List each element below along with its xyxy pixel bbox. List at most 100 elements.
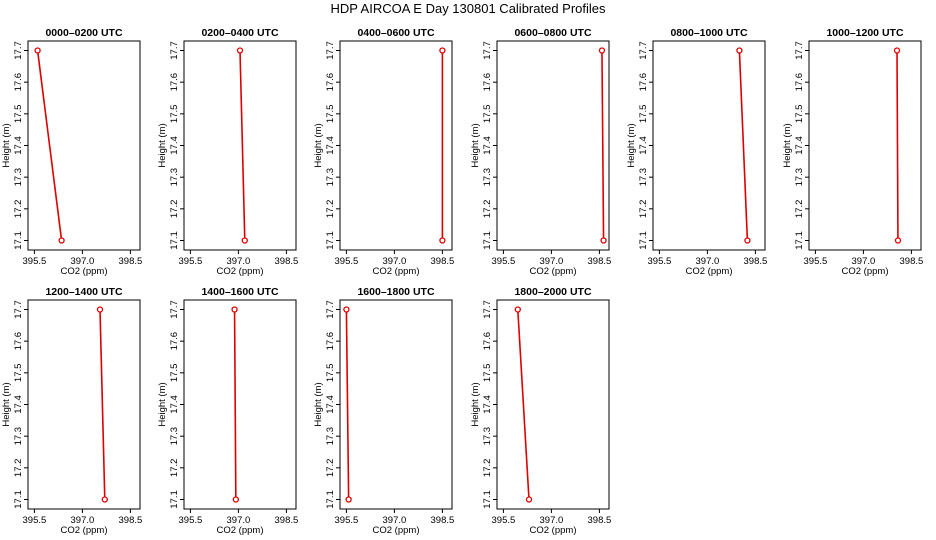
x-tick-label: 397.0 bbox=[852, 256, 876, 267]
x-axis-label: CO2 (ppm) bbox=[61, 266, 108, 277]
x-tick-label: 395.5 bbox=[335, 256, 359, 267]
y-tick-label: 17.4 bbox=[13, 136, 24, 155]
y-tick-label: 17.5 bbox=[13, 364, 24, 383]
y-tick-label: 17.4 bbox=[482, 136, 493, 155]
y-tick-label: 17.4 bbox=[169, 395, 180, 414]
y-tick-label: 17.4 bbox=[13, 395, 24, 414]
data-point bbox=[894, 237, 902, 244]
y-tick-label: 17.2 bbox=[325, 459, 336, 478]
data-point bbox=[345, 496, 352, 503]
x-tick-label: 397.0 bbox=[71, 256, 95, 267]
y-tick-label: 17.7 bbox=[482, 300, 493, 319]
panel-title: 0000–0200 UTC bbox=[45, 27, 122, 39]
y-tick-label: 17.6 bbox=[325, 73, 336, 92]
y-tick-label: 17.5 bbox=[638, 105, 649, 124]
x-tick-label: 398.5 bbox=[744, 256, 768, 267]
data-point bbox=[343, 306, 350, 313]
y-tick-label: 17.5 bbox=[13, 105, 24, 124]
y-tick-label: 17.4 bbox=[325, 395, 336, 414]
y-tick-label: 17.1 bbox=[482, 231, 493, 250]
data-point bbox=[514, 306, 521, 313]
x-axis-label: CO2 (ppm) bbox=[373, 525, 420, 536]
y-tick-label: 17.6 bbox=[482, 332, 493, 351]
chart-panel: 1400–1600 UTC 395.5 397.0 398.5 17.1 17.2 17.3… bbox=[157, 286, 298, 536]
data-point bbox=[525, 496, 533, 503]
y-tick-label: 17.2 bbox=[794, 200, 805, 219]
x-axis-label: CO2 (ppm) bbox=[530, 525, 577, 536]
y-axis-label: Height (m) bbox=[470, 123, 481, 167]
y-tick-label: 17.4 bbox=[169, 136, 180, 155]
panel-title: 1400–1600 UTC bbox=[201, 286, 278, 298]
y-tick-label: 17.2 bbox=[169, 459, 180, 478]
y-tick-label: 17.7 bbox=[325, 41, 336, 60]
y-tick-label: 17.3 bbox=[482, 427, 493, 446]
y-tick-label: 17.4 bbox=[794, 136, 805, 155]
x-tick-label: 398.5 bbox=[431, 256, 455, 267]
data-point bbox=[241, 237, 248, 244]
y-tick-label: 17.1 bbox=[169, 490, 180, 509]
x-tick-label: 395.5 bbox=[804, 256, 828, 267]
y-tick-label: 17.3 bbox=[13, 168, 24, 187]
y-tick-label: 17.1 bbox=[169, 231, 180, 250]
profile-line bbox=[896, 50, 899, 241]
x-tick-label: 395.5 bbox=[179, 256, 203, 267]
x-tick-label: 395.5 bbox=[492, 256, 516, 267]
y-tick-label: 17.5 bbox=[482, 364, 493, 383]
y-tick-label: 17.3 bbox=[169, 427, 180, 446]
y-tick-label: 17.5 bbox=[169, 105, 180, 124]
y-axis-label: Height (m) bbox=[313, 382, 324, 426]
plot-frame bbox=[652, 40, 766, 251]
plot-frame bbox=[339, 40, 453, 251]
data-point bbox=[736, 47, 743, 54]
y-tick-label: 17.7 bbox=[169, 300, 180, 319]
x-tick-label: 398.5 bbox=[119, 515, 143, 526]
y-tick-label: 17.4 bbox=[325, 136, 336, 155]
chart-panel: 0200–0400 UTC 395.5 397.0 398.5 17.1 17.2 17.3… bbox=[157, 27, 298, 277]
y-tick-label: 17.3 bbox=[169, 168, 180, 187]
panel-title: 1600–1800 UTC bbox=[357, 286, 434, 298]
chart-panel: 1200–1400 UTC 395.5 397.0 398.5 17.1 17.2 17.3… bbox=[1, 286, 142, 536]
y-tick-label: 17.7 bbox=[482, 41, 493, 60]
y-tick-label: 17.5 bbox=[169, 364, 180, 383]
y-axis-label: Height (m) bbox=[626, 123, 637, 167]
y-tick-label: 17.6 bbox=[482, 73, 493, 92]
y-tick-label: 17.7 bbox=[794, 41, 805, 60]
data-point bbox=[439, 47, 446, 54]
x-tick-label: 398.5 bbox=[588, 256, 612, 267]
y-tick-label: 17.7 bbox=[169, 41, 180, 60]
plot-frame bbox=[496, 299, 610, 510]
x-axis-label: CO2 (ppm) bbox=[373, 266, 420, 277]
y-tick-label: 17.7 bbox=[13, 41, 24, 60]
x-tick-label: 395.5 bbox=[335, 515, 359, 526]
y-tick-label: 17.3 bbox=[794, 168, 805, 187]
y-tick-label: 17.2 bbox=[325, 200, 336, 219]
profile-line bbox=[99, 309, 106, 500]
panel-title: 0400–0600 UTC bbox=[357, 27, 434, 39]
profile-line bbox=[345, 309, 350, 500]
panel-title: 1800–2000 UTC bbox=[514, 286, 591, 298]
y-tick-label: 17.2 bbox=[169, 200, 180, 219]
x-tick-label: 395.5 bbox=[492, 515, 516, 526]
x-axis-label: CO2 (ppm) bbox=[61, 525, 108, 536]
profile-line bbox=[517, 309, 530, 500]
y-tick-label: 17.7 bbox=[638, 41, 649, 60]
y-tick-label: 17.2 bbox=[638, 200, 649, 219]
plot-frame bbox=[27, 40, 141, 251]
y-tick-label: 17.1 bbox=[13, 490, 24, 509]
y-tick-label: 17.2 bbox=[13, 459, 24, 478]
data-point bbox=[96, 306, 104, 313]
y-tick-label: 17.6 bbox=[325, 332, 336, 351]
y-tick-label: 17.1 bbox=[13, 231, 24, 250]
x-tick-label: 398.5 bbox=[275, 256, 299, 267]
x-tick-label: 397.0 bbox=[540, 256, 564, 267]
y-tick-label: 17.6 bbox=[638, 73, 649, 92]
data-point bbox=[439, 237, 446, 244]
chart-panel: 1000–1200 UTC 395.5 397.0 398.5 17.1 17.2 17.3… bbox=[782, 27, 923, 277]
y-axis-label: Height (m) bbox=[1, 123, 12, 167]
y-axis-label: Height (m) bbox=[1, 382, 12, 426]
x-tick-label: 398.5 bbox=[588, 515, 612, 526]
chart-panel: 1800–2000 UTC 395.5 397.0 398.5 17.1 17.2 17.3… bbox=[470, 286, 611, 536]
y-tick-label: 17.7 bbox=[325, 300, 336, 319]
profile-line bbox=[601, 50, 605, 241]
y-tick-label: 17.6 bbox=[13, 73, 24, 92]
